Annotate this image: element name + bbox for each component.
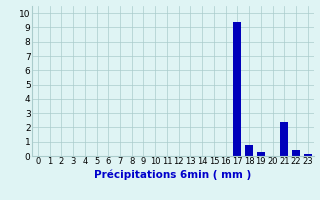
- Bar: [280, 122, 288, 156]
- Bar: [257, 152, 265, 156]
- Bar: [233, 22, 242, 156]
- X-axis label: Précipitations 6min ( mm ): Précipitations 6min ( mm ): [94, 169, 252, 180]
- Bar: [304, 154, 312, 156]
- Bar: [292, 150, 300, 156]
- Bar: [245, 145, 253, 156]
